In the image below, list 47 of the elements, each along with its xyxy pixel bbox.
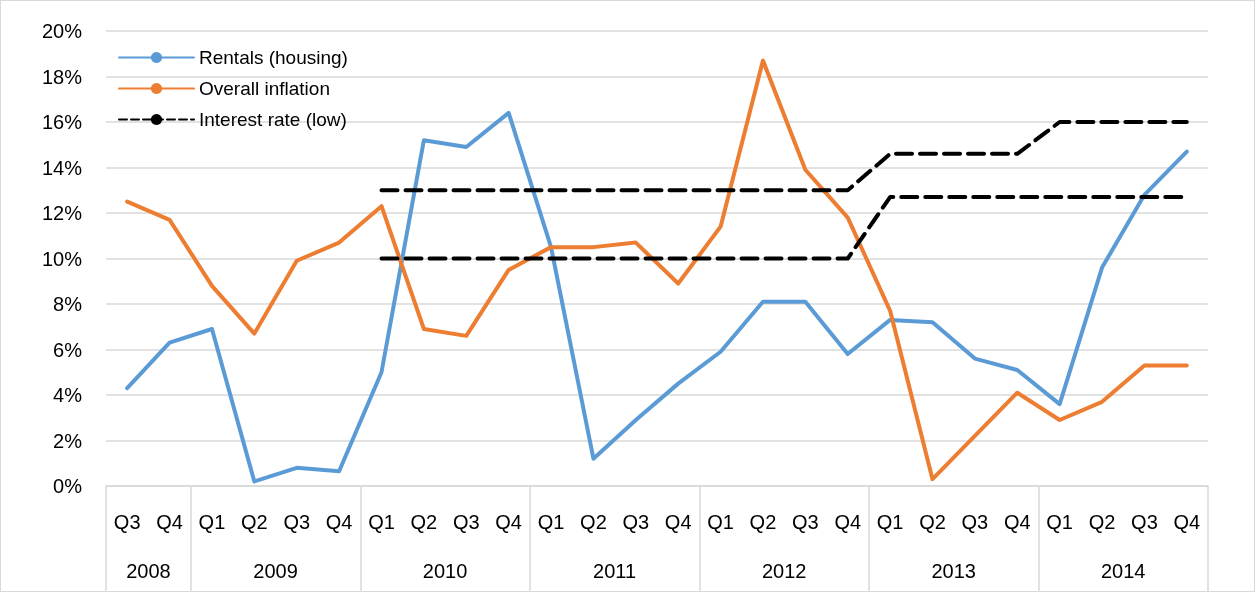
- x-tick-label: Q2: [410, 511, 438, 533]
- x-tick-label: Q3: [961, 511, 989, 533]
- x-tick-label: Q4: [325, 511, 353, 533]
- text: 2014: [1100, 560, 1146, 582]
- x-tick-label: Q4: [834, 511, 862, 533]
- text: 2012: [761, 560, 807, 582]
- y-tick-label: 14%: [41, 156, 83, 179]
- y-tick-label: 2%: [53, 429, 83, 452]
- text: 2009: [253, 560, 298, 582]
- legend-label: Overall inflation: [199, 78, 330, 99]
- y-tick-label: 18%: [41, 65, 83, 88]
- x-tick-label: Q4: [156, 511, 183, 533]
- y-tick-label: 12%: [41, 202, 83, 224]
- text: 2008: [126, 560, 171, 582]
- x-tick-label: Q2: [1088, 511, 1116, 533]
- y-tick-label: 16%: [41, 111, 83, 133]
- y-tick-label: 4%: [53, 384, 83, 406]
- x-tick-label: Q3: [452, 511, 480, 533]
- x-tick-label: Q1: [1046, 511, 1073, 533]
- x-tick-label: Q2: [749, 511, 777, 533]
- y-tick-label: 20%: [41, 20, 83, 42]
- x-tick-label: Q4: [1003, 511, 1031, 533]
- x-tick-label: Q2: [919, 511, 946, 533]
- x-tick-label: Q1: [537, 511, 565, 533]
- legend-label: Rentals (housing): [199, 47, 348, 68]
- text: 2010: [422, 560, 468, 582]
- x-tick-label: Q3: [1131, 511, 1158, 533]
- x-tick-label: Q4: [495, 511, 522, 533]
- x-tick-label: Q2: [580, 511, 607, 533]
- x-tick-label: Q4: [664, 511, 692, 533]
- y-tick-label: 0%: [53, 475, 83, 497]
- legend-label: Interest rate (low): [199, 109, 347, 130]
- x-tick-label: Q1: [368, 511, 395, 533]
- y-tick-label: 10%: [41, 247, 83, 270]
- x-tick-label: Q3: [622, 511, 650, 533]
- x-tick-label: Q4: [1173, 511, 1201, 533]
- x-tick-label: Q2: [241, 511, 268, 533]
- text: 2013: [931, 560, 976, 582]
- x-tick-label: Q3: [113, 511, 141, 533]
- y-tick-label: 8%: [53, 293, 83, 315]
- x-tick-label: Q1: [198, 511, 226, 533]
- text: 2011: [593, 560, 637, 582]
- x-tick-label: Q1: [707, 511, 734, 533]
- x-tick-label: Q3: [792, 511, 819, 533]
- y-tick-label: 6%: [53, 338, 83, 361]
- x-tick-label: Q3: [283, 511, 311, 533]
- x-tick-label: Q1: [876, 511, 904, 533]
